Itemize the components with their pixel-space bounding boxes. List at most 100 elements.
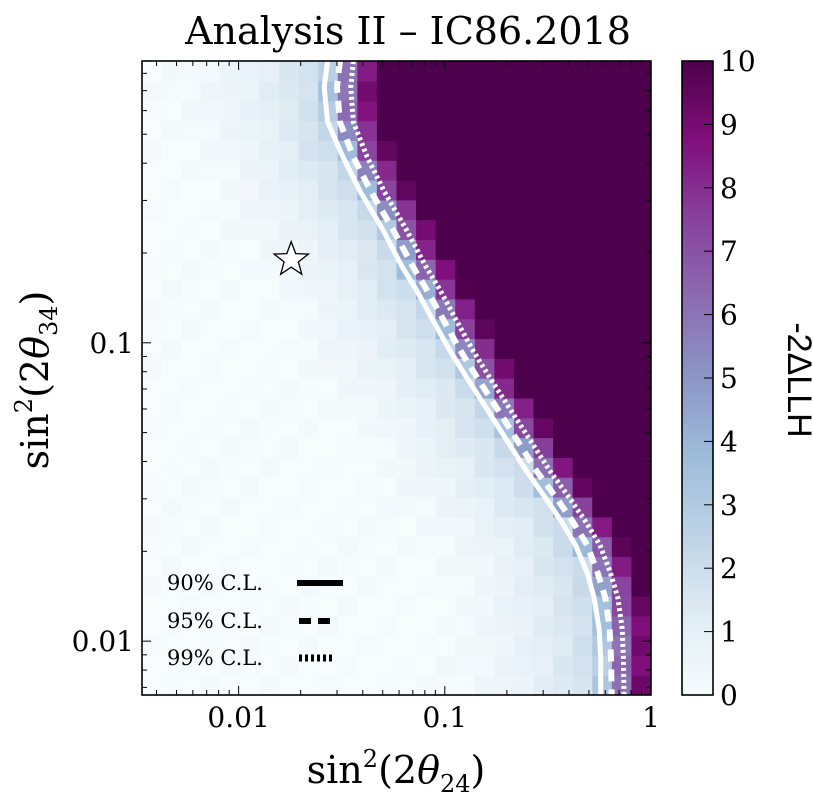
heatmap-cell — [142, 318, 163, 340]
heatmap-cell — [357, 536, 378, 558]
heatmap-cell — [474, 120, 496, 141]
heatmap-cell — [181, 179, 202, 201]
heatmap-cell — [357, 417, 378, 439]
heatmap-cell — [200, 219, 222, 241]
heatmap-cell — [181, 120, 202, 141]
heatmap-cell — [259, 278, 280, 300]
heatmap-cell — [200, 477, 222, 498]
heatmap-cell — [631, 278, 651, 300]
heatmap-cell — [298, 635, 319, 657]
y-label-theta: θ — [13, 336, 57, 359]
heatmap-cell — [553, 397, 574, 419]
heatmap-cell — [161, 219, 182, 241]
heatmap-cell — [181, 239, 202, 260]
chart-title: Analysis II – IC86.2018 — [184, 9, 631, 53]
heatmap-cell — [337, 199, 359, 221]
heatmap-cell — [279, 457, 300, 478]
heatmap-cell — [318, 576, 339, 597]
heatmap-cell — [435, 160, 456, 181]
heatmap-cell — [435, 239, 456, 260]
heatmap-cell — [279, 595, 300, 617]
heatmap-cell — [161, 298, 182, 320]
x-tick-label: 0.1 — [423, 701, 468, 734]
heatmap-cell — [611, 239, 633, 260]
heatmap-cell — [200, 160, 222, 181]
heatmap-cell — [533, 338, 554, 359]
heatmap-cell — [435, 298, 456, 320]
heatmap-cell — [455, 397, 476, 419]
heatmap-cell — [239, 120, 261, 141]
heatmap-cell — [259, 595, 280, 617]
heatmap-cell — [239, 516, 261, 538]
heatmap-cell — [181, 298, 202, 320]
heatmap-cell — [513, 615, 535, 637]
heatmap-cell — [513, 338, 535, 359]
heatmap-cell — [513, 140, 535, 161]
colorbar-tick-label: 8 — [720, 172, 738, 205]
heatmap-cell — [631, 259, 651, 280]
heatmap-cell — [494, 655, 515, 676]
heatmap-cell — [181, 397, 202, 419]
heatmap-cell — [259, 318, 280, 340]
heatmap-cell — [376, 298, 398, 320]
heatmap-cell — [142, 179, 163, 201]
heatmap-cell — [553, 318, 574, 340]
heatmap-cell — [474, 61, 496, 82]
heatmap-cell — [376, 635, 398, 657]
heatmap-cell — [513, 100, 535, 122]
heatmap-cell — [611, 516, 633, 538]
heatmap-cell — [357, 120, 378, 141]
heatmap-cell — [494, 397, 515, 419]
heatmap-cell — [572, 338, 593, 359]
heatmap-cell — [611, 378, 633, 399]
x-label-sup: 2 — [363, 745, 378, 773]
contour-dotted — [348, 61, 627, 695]
heatmap-cell — [357, 338, 378, 359]
colorbar-tick-label: 6 — [720, 299, 738, 332]
heatmap-cell — [239, 556, 261, 577]
heatmap-cell — [220, 100, 241, 122]
heatmap-cell — [259, 417, 280, 439]
heatmap-cell — [181, 61, 202, 82]
heatmap-cell — [474, 140, 496, 161]
heatmap-cell — [298, 417, 319, 439]
heatmap-cell — [200, 378, 222, 399]
heatmap-cell — [533, 80, 554, 102]
heatmap-cell — [494, 615, 515, 637]
heatmap-cell — [161, 358, 182, 379]
heatmap-cell — [279, 61, 300, 82]
heatmap-cell — [357, 219, 378, 241]
heatmap-cell — [142, 635, 163, 657]
heatmap-cell — [357, 378, 378, 399]
heatmap-cell — [631, 397, 651, 419]
heatmap-cell — [142, 595, 163, 617]
heatmap-cell — [337, 278, 359, 300]
heatmap-cell — [513, 80, 535, 102]
heatmap-cell — [494, 576, 515, 597]
heatmap-cell — [513, 595, 535, 617]
heatmap-cell — [337, 397, 359, 419]
heatmap-cell — [553, 160, 574, 181]
heatmap-cell — [396, 140, 417, 161]
heatmap-cell — [220, 278, 241, 300]
heatmap-cell — [611, 179, 633, 201]
heatmap-cell — [533, 100, 554, 122]
heatmap-cell — [200, 80, 222, 102]
heatmap-cell — [220, 615, 241, 637]
heatmap-cell — [455, 80, 476, 102]
heatmap-cell — [435, 358, 456, 379]
y-axis-ticks: 0.01 0.1 — [72, 72, 651, 688]
heatmap-cell — [455, 259, 476, 280]
heatmap-cell — [239, 675, 261, 695]
heatmap-cell — [553, 278, 574, 300]
heatmap-cell — [474, 635, 496, 657]
heatmap-cell — [474, 239, 496, 260]
heatmap-cell — [357, 655, 378, 676]
heatmap-cell — [553, 239, 574, 260]
heatmap-cell — [318, 338, 339, 359]
heatmap-cell — [474, 615, 496, 637]
heatmap-cell — [513, 259, 535, 280]
heatmap-cell — [592, 100, 613, 122]
heatmap-cell — [181, 635, 202, 657]
heatmap-cell — [376, 378, 398, 399]
